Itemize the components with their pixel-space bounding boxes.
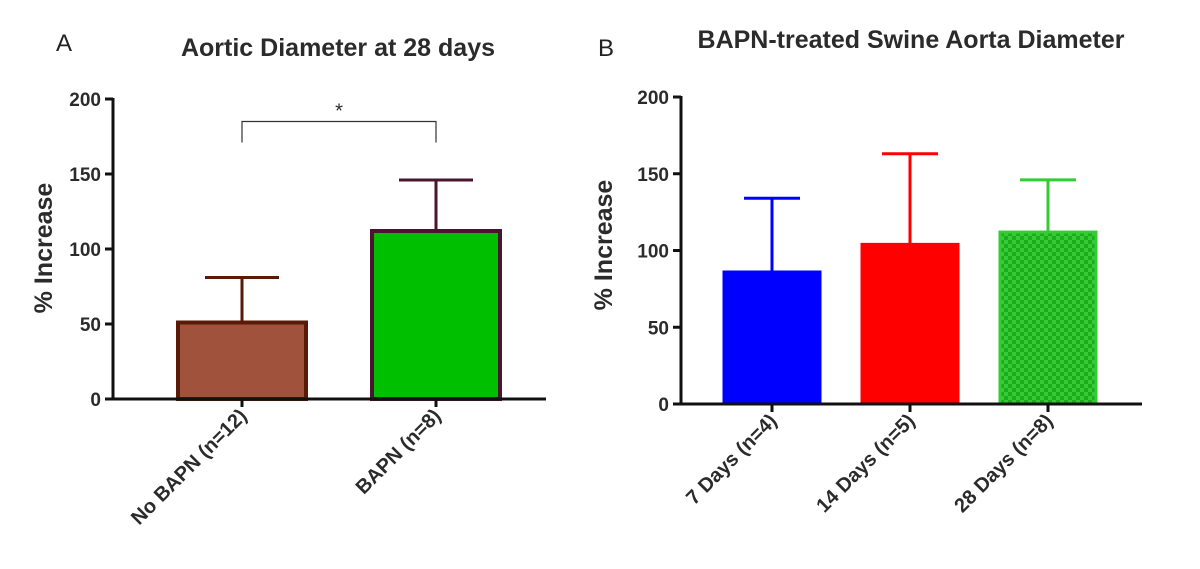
x-tick-label-3: 28 Days (n=8): [950, 410, 1057, 517]
significance-star: *: [335, 101, 343, 123]
y-tick-label-0: 0: [90, 390, 101, 411]
bar-2: [860, 242, 960, 406]
y-tick-label-50: 50: [648, 318, 669, 339]
significance-bracket: [241, 120, 437, 143]
y-tick-label-0: 0: [658, 395, 669, 416]
x-tick-label-1: No BAPN (n=12): [127, 405, 251, 529]
x-tick-label-2: BAPN (n=8): [352, 405, 446, 499]
chart-b-y-axis-title: % Increase: [590, 180, 618, 311]
y-tick-label-150: 150: [637, 165, 669, 186]
y-tick-label-200: 200: [637, 88, 669, 109]
chart-a-y-axis-title: % Increase: [30, 183, 58, 314]
bar-2: [370, 229, 502, 401]
panel-a-label: A: [56, 30, 73, 57]
chart-b-title: BAPN-treated Swine Aorta Diameter: [698, 26, 1125, 54]
y-tick-label-50: 50: [80, 315, 101, 336]
x-tick-label-1: 7 Days (n=4): [682, 410, 781, 509]
bar-1: [722, 270, 822, 406]
x-tick-label-2: 14 Days (n=5): [812, 410, 919, 517]
bar-1: [176, 320, 308, 401]
panel-b-label: B: [598, 35, 615, 62]
chart-a-title: Aortic Diameter at 28 days: [181, 34, 495, 62]
y-tick-label-100: 100: [69, 240, 101, 261]
y-tick-label-200: 200: [69, 90, 101, 111]
chart-b: BAPN-treated Swine Aorta Diameter % Incr…: [590, 26, 1142, 517]
chart-a: Aortic Diameter at 28 days % Increase 0 5…: [30, 34, 546, 529]
y-tick-label-150: 150: [69, 165, 101, 186]
y-tick-label-100: 100: [637, 242, 669, 263]
bar-3: [998, 230, 1098, 406]
